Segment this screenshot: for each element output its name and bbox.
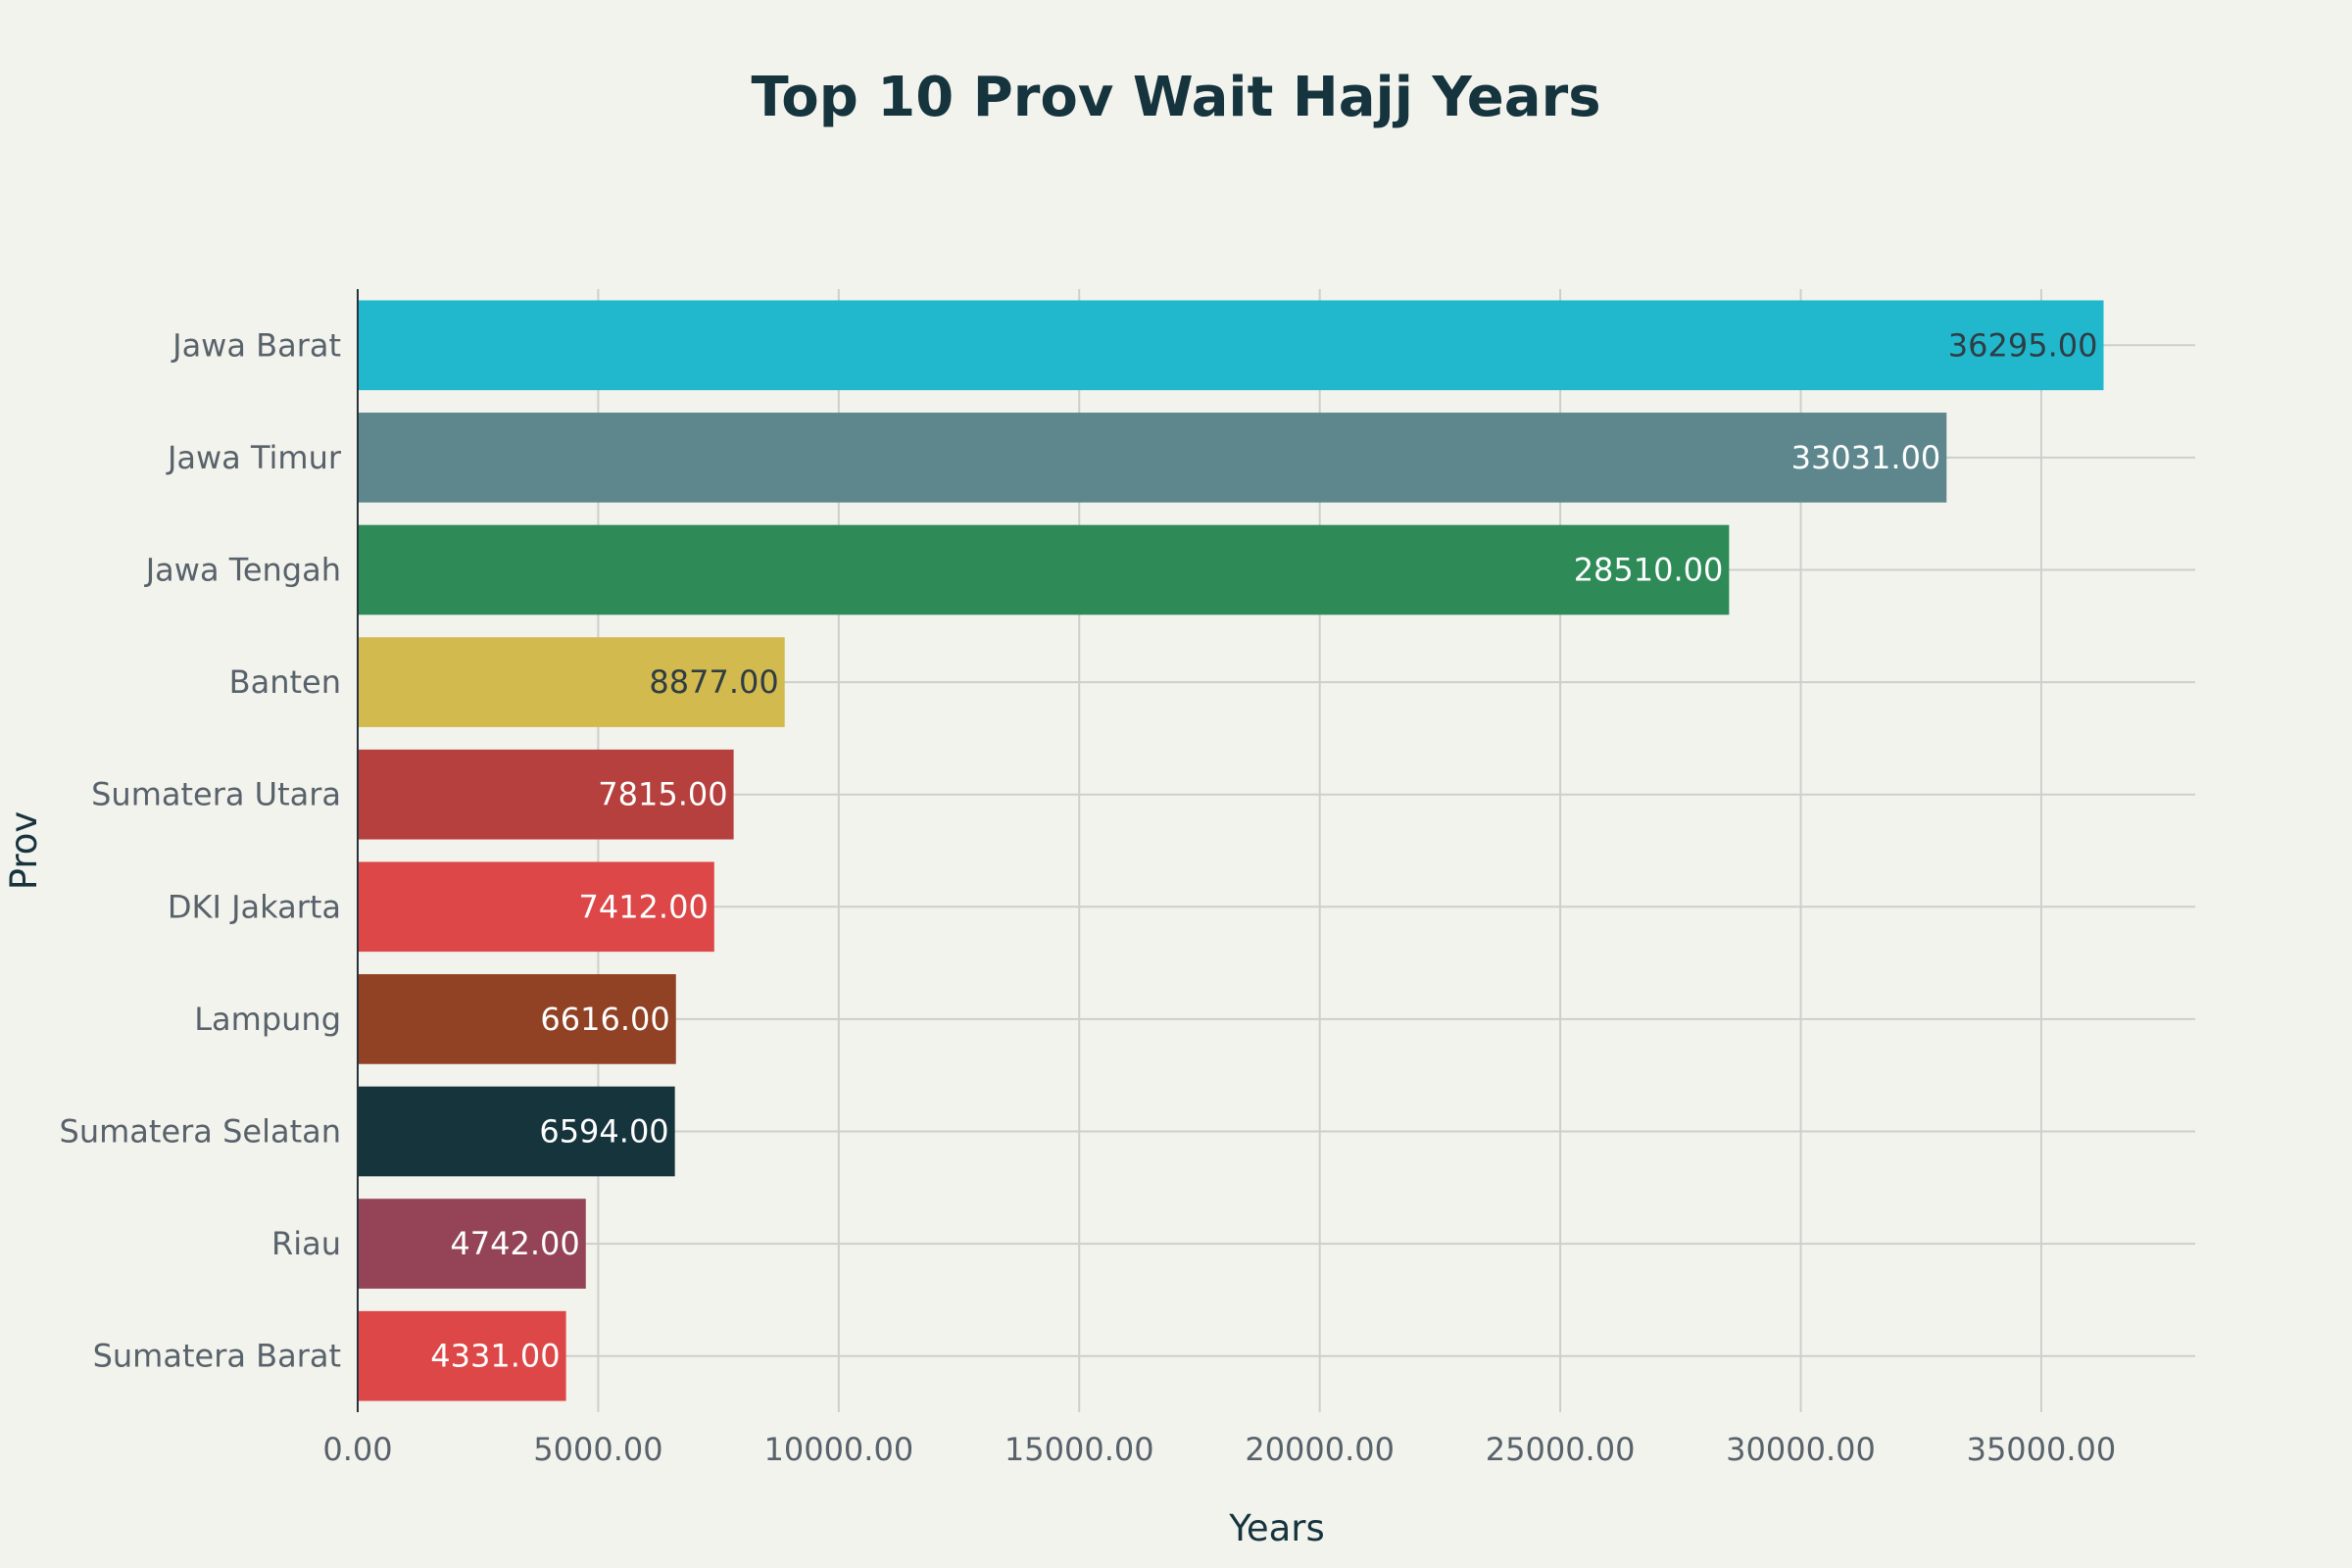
bar-value-label: 4742.00	[450, 1225, 579, 1262]
bar-value-label: 28510.00	[1574, 552, 1724, 589]
x-tick-label: 25000.00	[1486, 1431, 1636, 1468]
y-tick-label: Lampung	[194, 1001, 341, 1038]
bar	[358, 637, 785, 727]
bar	[358, 1199, 586, 1289]
y-tick-label: Sumatera Selatan	[60, 1113, 341, 1151]
bar	[358, 413, 1947, 503]
y-tick-label: Banten	[229, 663, 341, 701]
y-tick-label: Jawa Barat	[171, 326, 341, 364]
x-tick-label: 30000.00	[1726, 1431, 1876, 1468]
bar-value-label: 8877.00	[649, 663, 778, 701]
bars: 36295.00 33031.00 28510.00 8877.00 7815.00 74…	[358, 300, 2104, 1401]
bar	[358, 524, 1730, 615]
bar-value-label: 36295.00	[1948, 326, 2098, 364]
y-tick-label: Riau	[271, 1225, 341, 1262]
x-tick-label: 35000.00	[1967, 1431, 2117, 1468]
x-tick-label: 15000.00	[1004, 1431, 1154, 1468]
bar	[358, 1310, 566, 1401]
bar-value-label: 7815.00	[598, 776, 727, 813]
bar	[358, 974, 676, 1064]
y-tick-label: Jawa Tengah	[144, 552, 341, 589]
bar-value-label: 4331.00	[430, 1338, 560, 1375]
x-tick-label: 0.00	[322, 1431, 392, 1468]
bar-value-label: 7412.00	[578, 888, 708, 925]
bar-value-label: 33031.00	[1791, 439, 1941, 476]
x-tick-label: 10000.00	[763, 1431, 913, 1468]
bar-value-label: 6616.00	[540, 1001, 669, 1038]
bar	[358, 749, 734, 840]
bar	[358, 861, 714, 953]
bar	[358, 1086, 675, 1177]
x-axis-tick-labels: 0.00 5000.00 10000.00 15000.00 20000.00 25000…	[322, 1431, 2116, 1468]
y-tick-label: Sumatera Utara	[91, 776, 341, 813]
y-axis-title: Prov	[3, 811, 45, 891]
y-tick-label: Sumatera Barat	[93, 1338, 341, 1375]
x-tick-label: 5000.00	[533, 1431, 662, 1468]
chart-title: Top 10 Prov Wait Hajj Years	[751, 66, 1600, 129]
bar	[358, 300, 2104, 391]
y-axis-tick-labels: Jawa Barat Jawa Timur Jawa Tengah Banten Sum…	[60, 326, 342, 1374]
x-tick-label: 20000.00	[1245, 1431, 1395, 1468]
y-tick-label: Jawa Timur	[166, 439, 342, 476]
bar-value-label: 6594.00	[539, 1113, 668, 1151]
y-tick-label: DKI Jakarta	[168, 888, 341, 925]
x-axis-title: Years	[1228, 1507, 1325, 1549]
